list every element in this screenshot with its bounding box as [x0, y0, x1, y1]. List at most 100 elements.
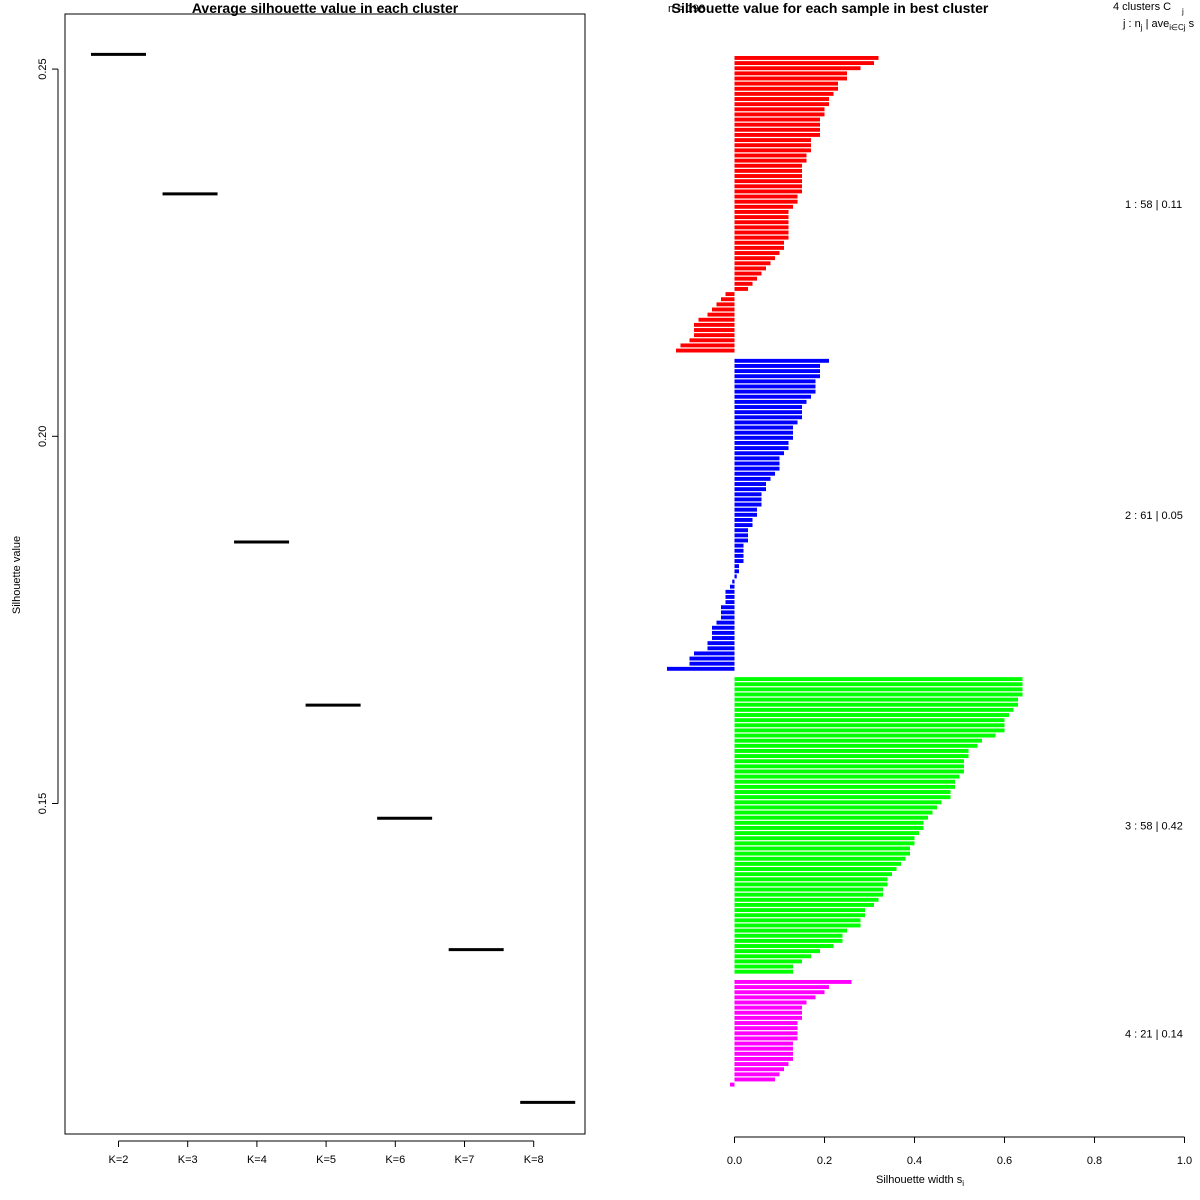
silhouette-bar-cluster-3 [734, 933, 843, 938]
silhouette-bar-cluster-4 [734, 1015, 802, 1020]
silhouette-bar-cluster-4 [734, 1067, 784, 1072]
silhouette-bar-cluster-3 [734, 928, 847, 933]
silhouette-bar-cluster-2 [734, 374, 820, 379]
silhouette-bar-cluster-3 [734, 728, 1005, 733]
silhouette-bar-cluster-1 [734, 286, 748, 291]
legend-subheader: j : nj | avei∈Cj s [1122, 18, 1195, 32]
silhouette-bar-cluster-1 [734, 61, 874, 66]
silhouette-bar-cluster-1 [694, 328, 735, 332]
silhouette-bar-cluster-1 [734, 56, 879, 60]
silhouette-bar-cluster-3 [734, 861, 901, 866]
silhouette-bar-cluster-2 [721, 610, 735, 615]
silhouette-bar-cluster-3 [734, 702, 1018, 707]
silhouette-bar-cluster-1 [734, 199, 798, 204]
silhouette-bar-cluster-2 [734, 384, 816, 389]
silhouette-bar-cluster-2 [725, 589, 735, 594]
silhouette-bar-cluster-2 [734, 363, 820, 368]
left-y-axis-label: Silhouette value [11, 536, 23, 614]
silhouette-bar-cluster-1 [734, 117, 820, 122]
silhouette-bar-cluster-1 [734, 102, 829, 107]
silhouette-bar-cluster-1 [734, 163, 802, 168]
silhouette-bar-cluster-3 [734, 748, 969, 753]
silhouette-bar-cluster-1 [734, 209, 789, 214]
silhouette-bar-cluster-1 [734, 107, 825, 112]
left-x-tick-label: K=3 [178, 1154, 198, 1166]
silhouette-bar-cluster-1 [734, 256, 775, 261]
silhouette-bar-cluster-1 [734, 220, 789, 225]
cluster-legend-label-3: 3 : 58 | 0.42 [1125, 820, 1183, 832]
silhouette-bar-cluster-2 [707, 641, 735, 646]
silhouette-bar-cluster-1 [734, 138, 811, 143]
silhouette-bar-cluster-1 [734, 215, 789, 220]
silhouette-bar-cluster-2 [734, 466, 780, 471]
silhouette-bar-cluster-2 [734, 497, 762, 502]
silhouette-bar-cluster-3 [734, 795, 951, 800]
silhouette-bar-cluster-3 [734, 718, 1005, 723]
silhouette-bar-cluster-1 [734, 194, 798, 199]
silhouette-bar-cluster-3 [734, 759, 964, 764]
silhouette-bar-cluster-3 [734, 769, 964, 774]
right-chart-title: Silhouette value for each sample in best… [672, 0, 989, 16]
silhouette-bar-cluster-3 [734, 964, 793, 969]
silhouette-bar-cluster-2 [734, 394, 811, 399]
silhouette-bar-cluster-2 [734, 415, 802, 420]
silhouette-bar-cluster-4 [734, 1021, 798, 1025]
silhouette-bar-cluster-2 [734, 512, 757, 517]
silhouette-bar-cluster-2 [734, 502, 762, 507]
silhouette-bar-cluster-4 [734, 1051, 793, 1056]
silhouette-bar-cluster-1 [734, 127, 820, 132]
silhouette-bar-cluster-3 [734, 872, 892, 877]
silhouette-bar-cluster-1 [734, 261, 771, 266]
silhouette-bar-cluster-3 [734, 707, 1014, 712]
silhouette-bar-cluster-3 [734, 969, 793, 974]
left-y-axis: 0.15 0.20 0.25 [37, 58, 59, 814]
silhouette-bar-cluster-2 [734, 523, 753, 528]
silhouette-bar-cluster-1 [734, 168, 802, 173]
silhouette-bar-cluster-1 [734, 281, 753, 286]
silhouette-bar-cluster-4 [734, 979, 852, 984]
silhouette-bar-cluster-1 [676, 348, 735, 353]
silhouette-bar-cluster-4 [734, 1072, 780, 1077]
silhouette-bar-cluster-2 [712, 625, 735, 630]
left-x-axis: K=2 K=3 K=4 K=5 K=6 K=7 K=8 [109, 1140, 544, 1166]
silhouette-bar-cluster-3 [734, 954, 811, 959]
silhouette-bar-cluster-3 [734, 831, 919, 836]
silhouette-bar-cluster-3 [734, 774, 960, 779]
silhouette-bar-cluster-2 [712, 630, 735, 635]
silhouette-bar-cluster-4 [734, 985, 829, 990]
legend-subheader-s: s [1186, 18, 1195, 30]
silhouette-bar-cluster-1 [734, 132, 820, 137]
silhouette-bar-cluster-1 [725, 292, 735, 297]
left-panel: Average silhouette value in each cluster… [11, 0, 586, 1166]
silhouette-bar-cluster-4 [734, 1005, 802, 1010]
silhouette-bar-cluster-1 [680, 343, 735, 348]
right-panel: Silhouette value for each sample in best… [667, 0, 1195, 1188]
silhouette-bar-cluster-1 [734, 76, 847, 81]
silhouette-bar-cluster-1 [694, 322, 735, 327]
silhouette-bar-cluster-1 [712, 307, 735, 312]
silhouette-bar-cluster-3 [734, 887, 883, 892]
silhouette-bar-cluster-1 [734, 245, 784, 250]
silhouette-bar-cluster-2 [734, 425, 793, 430]
silhouette-bar-cluster-2 [725, 600, 735, 605]
silhouette-bar-cluster-2 [734, 564, 739, 569]
silhouette-bar-cluster-1 [734, 225, 789, 230]
right-x-axis: 0.0 0.2 0.4 0.6 0.8 1.0 [727, 1136, 1192, 1167]
silhouette-bar-cluster-1 [734, 97, 829, 101]
silhouette-bar-cluster-2 [734, 440, 789, 445]
silhouette-bar-cluster-3 [734, 743, 978, 748]
silhouette-bar-cluster-2 [734, 430, 793, 435]
silhouette-bar-cluster-2 [707, 646, 735, 651]
right-x-tick-label: 0.6 [997, 1155, 1012, 1167]
silhouette-bar-cluster-3 [734, 856, 906, 861]
silhouette-bar-cluster-4 [734, 1010, 802, 1015]
silhouette-bar-cluster-2 [734, 435, 793, 440]
silhouette-bar-cluster-3 [734, 800, 942, 805]
silhouette-bar-cluster-2 [734, 538, 748, 543]
silhouette-bar-cluster-4 [734, 1046, 793, 1051]
silhouette-bar-cluster-1 [707, 312, 735, 317]
left-x-tick-label: K=5 [316, 1154, 336, 1166]
silhouette-bar-cluster-2 [734, 358, 829, 363]
silhouette-bar-cluster-1 [694, 333, 735, 338]
right-x-tick-label: 0.2 [817, 1155, 832, 1167]
